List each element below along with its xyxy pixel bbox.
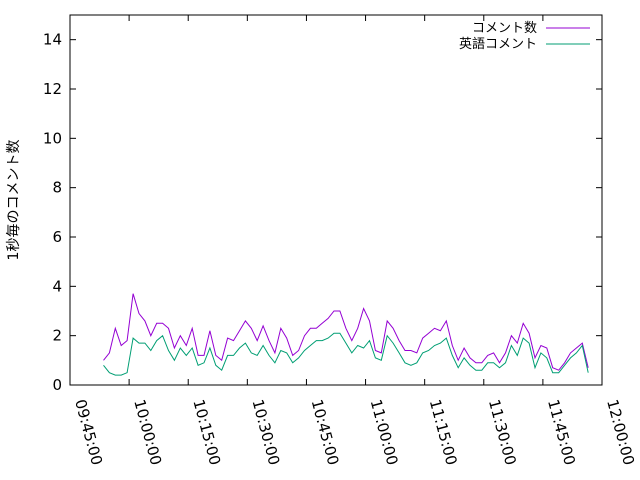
x-tick-label: 11:00:00 xyxy=(367,397,402,467)
x-tick-label: 12:00:00 xyxy=(603,397,638,467)
y-tick-label: 4 xyxy=(52,277,62,295)
y-tick-label: 12 xyxy=(43,80,62,98)
series-line-2 xyxy=(103,332,589,376)
y-tick-label: 6 xyxy=(52,228,62,246)
x-tick-label: 10:45:00 xyxy=(308,397,343,467)
x-tick-label: 11:45:00 xyxy=(544,397,579,467)
x-tick-label: 10:00:00 xyxy=(130,397,165,467)
x-tick-label: 09:45:00 xyxy=(71,397,106,467)
y-tick-label: 8 xyxy=(52,179,62,197)
x-tick-label: 10:30:00 xyxy=(248,397,283,467)
legend-label: 英語コメント xyxy=(459,36,537,52)
y-tick-label: 0 xyxy=(52,376,62,394)
plot-frame xyxy=(69,14,603,386)
y-tick-label: 10 xyxy=(43,129,62,147)
x-tick-label: 11:15:00 xyxy=(426,397,461,467)
legend-label: コメント数 xyxy=(472,21,537,36)
ticks-layer: 0 2 4 6 8 10 12 14 09:45:00 10:00:00 10:15:00 10:30… xyxy=(43,15,638,467)
y-axis-title: 1秒毎のコメント数 xyxy=(6,140,22,261)
x-tick-label: 10:15:00 xyxy=(189,397,224,467)
series-layer xyxy=(103,293,589,376)
y-tick-label: 2 xyxy=(52,327,62,345)
y-tick-label: 14 xyxy=(43,31,62,49)
series-line-1 xyxy=(103,293,589,371)
x-tick-label: 11:30:00 xyxy=(485,397,520,467)
